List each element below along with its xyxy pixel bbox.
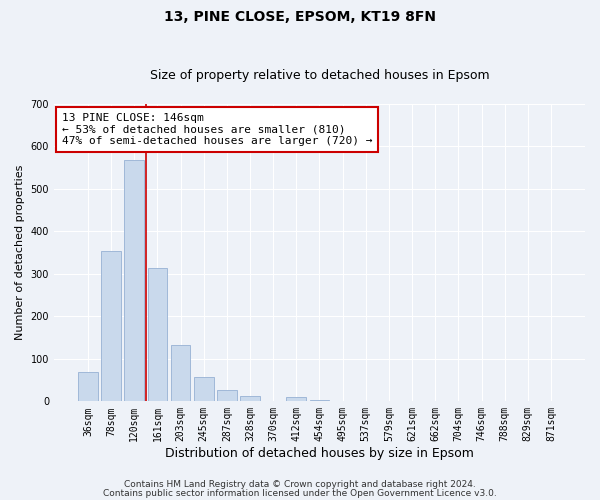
Text: Contains public sector information licensed under the Open Government Licence v3: Contains public sector information licen… (103, 488, 497, 498)
Title: Size of property relative to detached houses in Epsom: Size of property relative to detached ho… (149, 69, 489, 82)
Y-axis label: Number of detached properties: Number of detached properties (15, 165, 25, 340)
Bar (240, 396, 260, 402)
Text: 13, PINE CLOSE, EPSOM, KT19 8FN: 13, PINE CLOSE, EPSOM, KT19 8FN (164, 10, 436, 24)
Bar (286, 397, 306, 402)
Bar (310, 400, 329, 402)
Text: 13 PINE CLOSE: 146sqm
← 53% of detached houses are smaller (810)
47% of semi-det: 13 PINE CLOSE: 146sqm ← 53% of detached … (62, 113, 373, 146)
Bar (78, 372, 98, 402)
Bar (101, 250, 121, 402)
Bar (170, 345, 190, 402)
Bar (217, 390, 236, 402)
Bar (194, 377, 214, 402)
Text: Contains HM Land Registry data © Crown copyright and database right 2024.: Contains HM Land Registry data © Crown c… (124, 480, 476, 489)
Bar (148, 268, 167, 402)
X-axis label: Distribution of detached houses by size in Epsom: Distribution of detached houses by size … (165, 447, 474, 460)
Bar (124, 160, 144, 402)
